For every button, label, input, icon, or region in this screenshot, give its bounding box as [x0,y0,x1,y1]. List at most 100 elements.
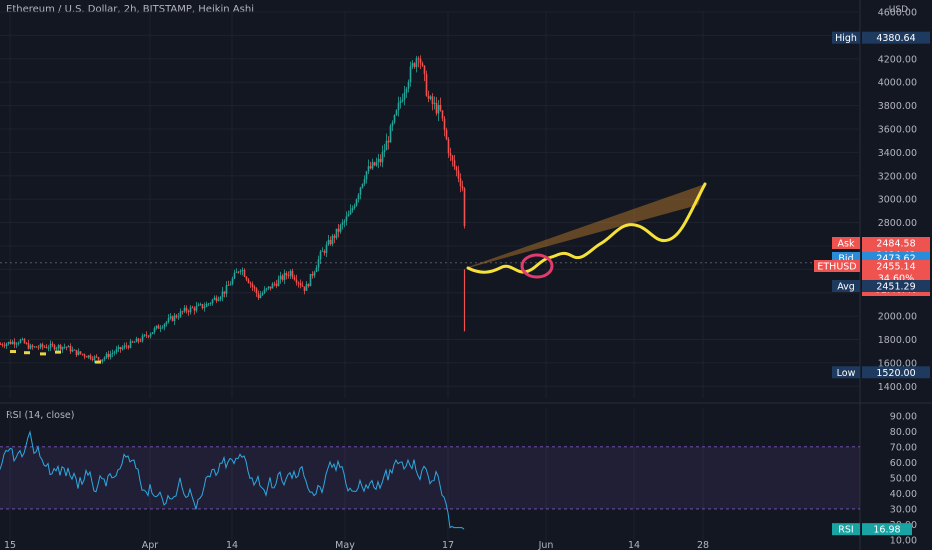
candle-body [53,345,56,350]
candle-body [177,316,180,318]
candle-body [69,345,72,352]
rsi-tick-label: 70.00 [890,442,917,453]
candle-body [109,353,112,358]
candle-body [403,92,406,100]
candle-body [131,341,134,343]
candle-body [373,162,376,166]
candle-body [437,105,440,114]
candle-body [381,151,384,163]
candle-body [145,334,148,336]
candle-body [269,286,272,289]
candle-body [443,118,446,130]
candle-body [387,140,390,143]
candle-body [117,346,120,350]
signal-marker [10,350,16,354]
candle-body [125,345,128,347]
time-tick-label: 28 [697,540,709,550]
candle-body [5,343,8,346]
candle-body [35,346,38,348]
last-value: 2455.14 [876,262,915,273]
candle-body [155,325,158,329]
candle-body [127,346,130,348]
candle-body [259,294,262,299]
candle-body [207,303,210,305]
candle-body [277,279,280,287]
candle-body [371,162,374,169]
candle-body [47,347,50,349]
candle-body [159,327,162,329]
candle-body [243,269,246,277]
candle-body [255,288,258,294]
time-tick-label: Apr [142,540,159,550]
candle-body [411,63,414,67]
candle-body [161,327,164,329]
candle-body [49,343,52,348]
low-value-bg [862,366,930,379]
candle-body [169,316,172,319]
candle-body [399,101,402,104]
candle-body [203,306,206,309]
candle-body [0,344,2,345]
candle-body [301,285,304,287]
candle-body [45,346,48,349]
rsi-tick-label: 90.00 [890,411,917,422]
ask-label: Ask [838,239,855,250]
candle-body [329,239,332,245]
candle-body [261,293,264,295]
candle-body [13,341,16,345]
rsi-tick-label: 40.00 [890,489,917,500]
ask-value: 2484.58 [876,239,915,250]
candle-body [283,273,286,280]
candle-body [421,63,424,66]
candle-body [315,267,318,272]
candle-body [215,297,218,301]
low-label-bg [832,366,860,379]
candle-body [419,58,422,64]
candle-body [15,343,18,345]
candle-body [423,65,426,75]
price-tick-label: 2800.00 [878,218,917,229]
signal-marker [40,352,46,356]
candle-body [369,166,372,169]
rsi-tick-label: 60.00 [890,458,917,469]
candle-body [227,285,230,286]
avg-label: Avg [837,282,855,293]
candle-body [319,251,322,260]
candle-body [351,208,354,211]
candle-body [113,352,116,354]
candle-body [279,275,282,280]
candle-body [333,235,336,238]
rsi-tick-label: 30.00 [890,504,917,515]
candle-body [239,270,242,273]
candle-body [163,324,166,328]
signal-marker [55,350,61,354]
candle-body [431,96,434,104]
candle-body [67,345,70,348]
candle-body [55,348,58,350]
time-tick-label: 14 [628,540,640,550]
candle-body [365,171,368,180]
projection-fill [468,184,705,268]
candle-body [317,259,320,268]
high-value-bg [862,31,930,44]
candle-body [41,344,44,347]
candle-body [231,278,234,285]
candle-body [217,299,220,301]
candle-body [191,307,194,309]
candle-body [275,283,278,287]
price-tick-label: 4200.00 [878,54,917,65]
candle-body [367,166,370,172]
candle-body [171,316,174,321]
candle-body [323,251,326,253]
candle-body [39,344,42,348]
candle-body [337,228,340,232]
candle-body [111,353,114,354]
candle-body [295,279,298,283]
highlight-circle [520,253,554,279]
time-tick-label: Jun [538,540,554,550]
candle-body [195,305,198,311]
candle-body [445,129,448,140]
time-tick-label: May [335,540,355,550]
candle-body [409,66,412,83]
